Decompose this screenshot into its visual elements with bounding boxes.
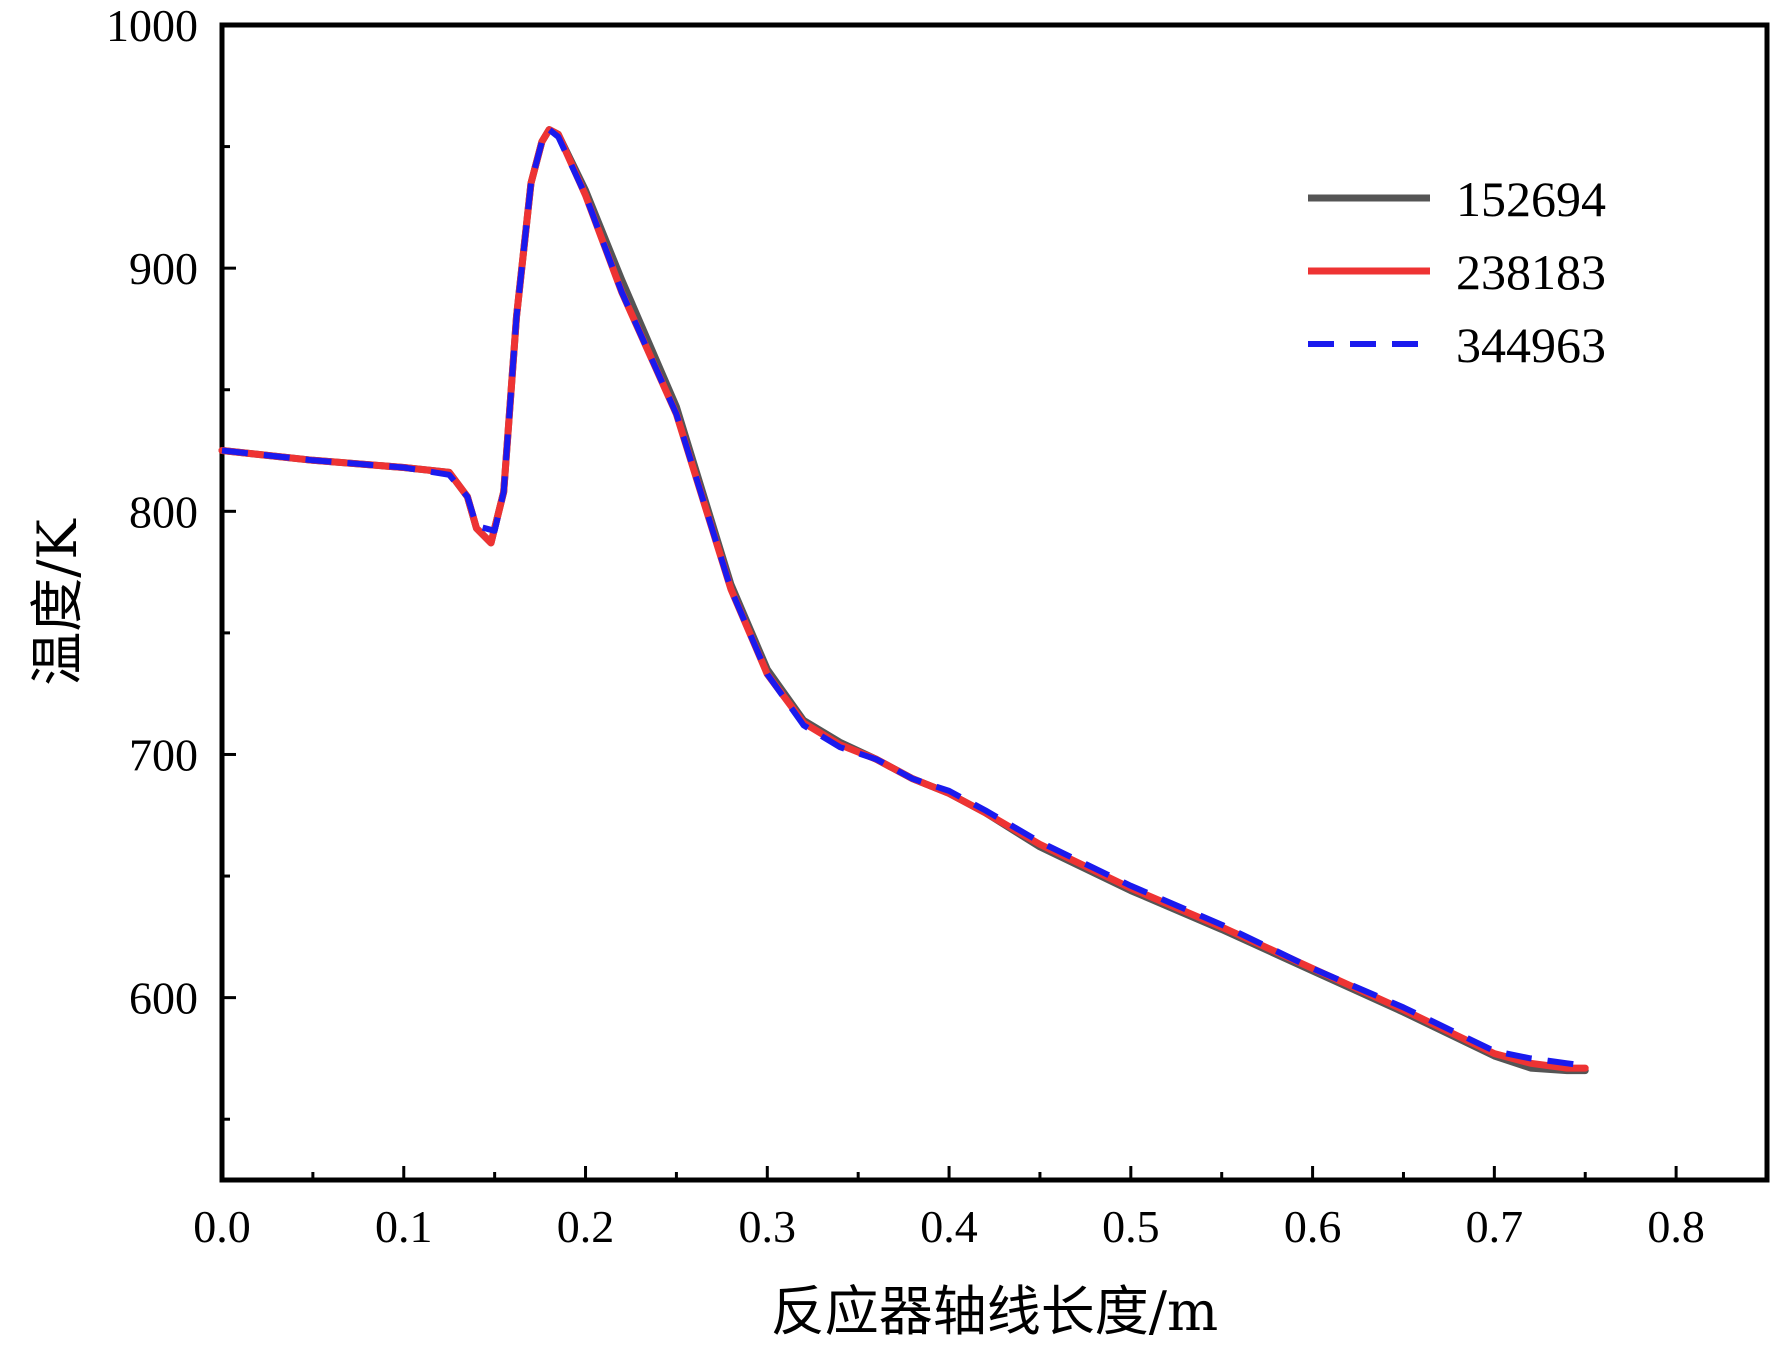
legend: 152694 238183 344963 bbox=[1308, 171, 1606, 373]
series-layer bbox=[218, 126, 1589, 1075]
x-tick-label: 0.0 bbox=[193, 1201, 251, 1252]
y-tick-label: 1000 bbox=[106, 0, 198, 51]
x-axis-title: 反应器轴线长度/m bbox=[771, 1280, 1218, 1343]
legend-label-1: 152694 bbox=[1456, 171, 1606, 227]
x-tick-label: 0.3 bbox=[739, 1201, 797, 1252]
x-tick-label: 0.1 bbox=[375, 1201, 433, 1252]
x-tick-label: 0.6 bbox=[1284, 1201, 1342, 1252]
x-tick-label: 0.5 bbox=[1102, 1201, 1160, 1252]
series-line-3 bbox=[221, 126, 1586, 1069]
x-tick-label: 0.4 bbox=[920, 1201, 978, 1252]
legend-label-3: 344963 bbox=[1456, 317, 1606, 373]
x-tick-label: 0.8 bbox=[1647, 1201, 1705, 1252]
axes-frame bbox=[219, 22, 1770, 1183]
y-tick-label: 800 bbox=[129, 486, 198, 537]
legend-label-2: 238183 bbox=[1456, 244, 1606, 300]
x-tick-label: 0.7 bbox=[1466, 1201, 1524, 1252]
x-tick-label: 0.2 bbox=[557, 1201, 615, 1252]
ticks-layer: 0.0 0.1 0.2 0.3 0.4 0.5 0.6 0.7 0.8 600 700 800 900 1… bbox=[106, 0, 1705, 1252]
y-tick-label: 600 bbox=[129, 973, 198, 1024]
y-tick-label: 700 bbox=[129, 729, 198, 780]
y-axis-title: 温度/K bbox=[26, 518, 89, 686]
plot-frame bbox=[219, 22, 1770, 1183]
y-tick-label: 900 bbox=[129, 243, 198, 294]
